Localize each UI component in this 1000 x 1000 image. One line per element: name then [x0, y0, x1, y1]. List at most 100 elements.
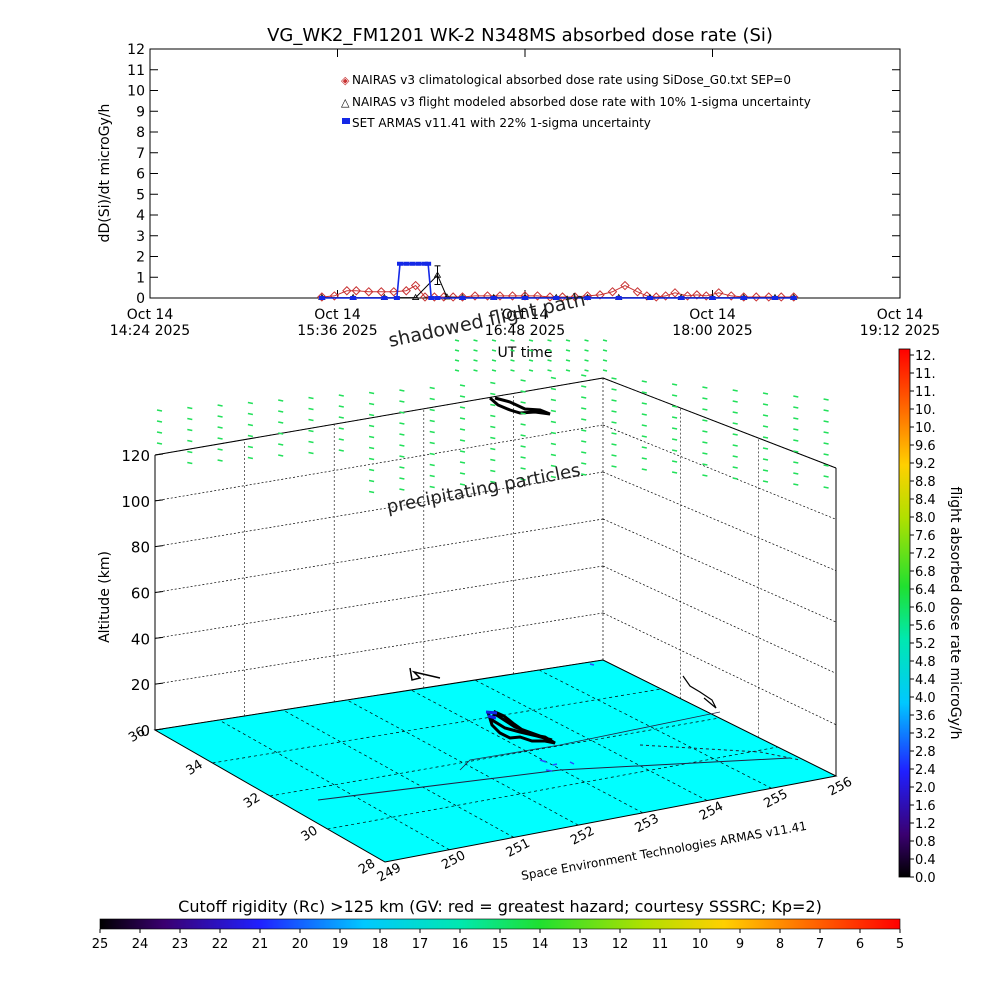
particle-mark: [793, 450, 799, 453]
particle-mark: [641, 424, 647, 427]
altitude-tick-mark: [154, 728, 164, 731]
particle-mark: [671, 383, 678, 386]
ground-grid-lon: [410, 689, 643, 814]
altitude-tick-label: 0: [140, 722, 150, 740]
nairas-clim-point: [495, 291, 505, 301]
top-y-tick-label: 1: [136, 270, 145, 286]
nairas-flight-point: [411, 293, 420, 300]
ground-features: [317, 663, 801, 801]
dose-rate-tick-label: 6.0: [915, 601, 936, 616]
nairas-clim-point: [317, 292, 327, 302]
particle-mark: [550, 398, 557, 402]
particle-mark: [520, 423, 526, 426]
ground-grid-lon: [474, 679, 708, 801]
particle-mark: [520, 467, 526, 470]
particle-mark: [473, 369, 478, 372]
nairas-clim-point: [570, 292, 580, 302]
top-x-tick-label-line1: Oct 14: [314, 307, 361, 323]
latitude-tick-label: 32: [241, 790, 263, 811]
particle-mark: [793, 417, 799, 420]
nairas-clim-point: [620, 280, 630, 291]
ground-grid-lon: [346, 699, 579, 826]
particle-mark: [671, 438, 678, 441]
altitude-tick-mark: [154, 453, 164, 456]
particle-mark: [429, 485, 435, 489]
particle-mark: [459, 428, 466, 431]
cutoff-tick-label: 21: [252, 937, 269, 952]
series-line-2: [321, 262, 794, 299]
particle-mark: [338, 394, 344, 397]
particle-mark: [762, 414, 769, 417]
longitude-tick-label: 249: [375, 860, 404, 885]
top-y-tick-label: 8: [136, 125, 145, 141]
particle-mark: [584, 349, 589, 352]
armas-point: [647, 296, 653, 300]
wall-grid-line-left: [154, 518, 604, 593]
dose-rate-tick-label: 0.4: [915, 853, 936, 868]
particle-mark: [308, 407, 314, 411]
particle-mark: [641, 457, 647, 460]
particle-mark: [823, 442, 829, 445]
particle-mark: [278, 410, 284, 413]
nairas-clim-point: [420, 292, 430, 302]
ground-boundary-line: [459, 711, 721, 771]
particle-mark: [565, 359, 571, 362]
particle-mark: [399, 455, 405, 458]
dose-rate-tick-label: 1.6: [915, 799, 936, 814]
particle-mark: [399, 400, 405, 403]
particle-mark: [510, 369, 515, 372]
longitude-tick-label: 250: [439, 848, 468, 873]
particle-mark: [510, 359, 515, 362]
cutoff-rigidity-colorbar: Cutoff rigidity (Rc) >125 km (GV: red = …: [92, 897, 904, 952]
nairas-clim-point: [651, 292, 661, 302]
dose-rate-tick-label: 8.4: [915, 493, 936, 508]
armas-point: [584, 296, 591, 300]
cutoff-rigidity-title: Cutoff rigidity (Rc) >125 km (GV: red = …: [178, 897, 822, 916]
longitude-tick-label: 252: [568, 824, 597, 849]
particle-mark: [520, 401, 526, 404]
particle-mark: [581, 440, 587, 443]
cutoff-tick-label: 25: [92, 937, 109, 952]
nairas-clim-point: [457, 292, 468, 302]
altitude-tick-label: 60: [131, 585, 150, 603]
cutoff-tick-label: 11: [652, 937, 669, 952]
particle-mark: [581, 374, 587, 377]
particle-mark: [490, 447, 496, 451]
dose-rate-tick-label: 1.2: [915, 817, 936, 832]
particle-mark: [278, 432, 284, 435]
dose-rate-tick-label: 4.0: [915, 691, 936, 706]
cutoff-tick-label: 15: [492, 937, 509, 952]
particle-mark: [510, 339, 515, 342]
particle-mark: [762, 425, 769, 428]
particle-mark: [156, 409, 163, 412]
armas-point: [393, 296, 400, 300]
particle-mark: [641, 435, 647, 438]
particle-mark: [581, 473, 587, 476]
top-x-tick-label-line2: 19:12 2025: [860, 323, 940, 339]
particle-mark: [308, 429, 314, 433]
particle-mark: [611, 421, 617, 424]
particle-mark: [793, 483, 799, 486]
altitude-axis-ticks: 0 20 40 60 80 100 120: [121, 447, 164, 740]
cutoff-tick-label: 23: [172, 937, 189, 952]
particle-mark: [217, 415, 223, 418]
top-y-tick-label: 5: [136, 187, 145, 203]
precipitating-particles: [156, 339, 829, 494]
particle-mark: [490, 414, 496, 418]
armas-point: [422, 261, 428, 266]
longitude-tick-label: 251: [504, 836, 533, 861]
altitude-tick-label: 20: [131, 676, 150, 694]
altitude-tick-label: 40: [131, 630, 150, 648]
top-y-tick-label: 10: [127, 84, 145, 100]
nairas-clim-point: [789, 292, 799, 302]
particle-mark: [762, 436, 769, 439]
particle-mark: [187, 461, 193, 465]
longitude-tick-label: 253: [633, 811, 662, 836]
top-x-tick-label-line1: Oct 14: [689, 307, 736, 323]
particle-mark: [490, 480, 496, 484]
particle-mark: [217, 448, 223, 451]
particle-mark: [641, 468, 647, 471]
particle-mark: [368, 435, 375, 439]
particle-mark: [581, 418, 587, 421]
particle-mark: [368, 391, 375, 395]
